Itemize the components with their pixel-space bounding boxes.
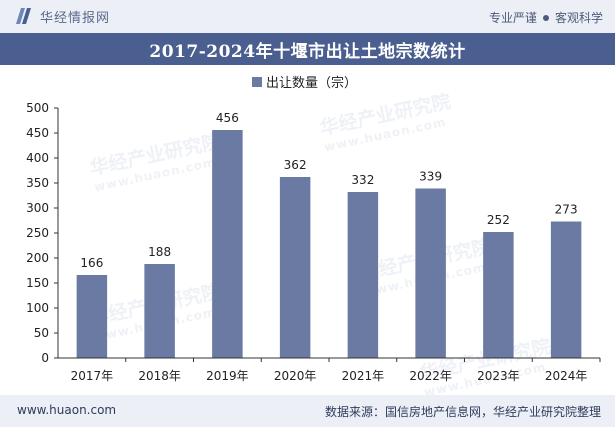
bar-value-label: 456 <box>216 111 239 125</box>
brand-logo-icon <box>16 8 31 24</box>
bar[interactable] <box>144 264 175 358</box>
y-tick-label: 500 <box>26 101 49 115</box>
y-tick-label: 50 <box>34 326 49 340</box>
x-tick-label: 2017年 <box>71 369 114 383</box>
bar[interactable] <box>483 232 514 358</box>
legend-label: 出让数量（宗） <box>266 75 357 91</box>
bar-value-label: 166 <box>80 256 103 270</box>
y-axis: 0 50 100 150 200 250 300 350 400 450 500 <box>26 101 59 365</box>
y-tick-label: 350 <box>26 176 49 190</box>
brand-name: 华经情报网 <box>40 10 111 26</box>
bar-value-label: 188 <box>148 245 171 259</box>
brand-header: 华经情报网 专业严谨 客观科学 <box>0 0 615 33</box>
x-tick-label: 2022年 <box>409 369 452 383</box>
y-tick-label: 450 <box>26 126 49 140</box>
y-tick-label: 100 <box>26 301 49 315</box>
bar-value-label: 273 <box>555 203 578 217</box>
slogan-left: 专业严谨 <box>488 11 537 25</box>
y-tick-label: 200 <box>26 251 49 265</box>
x-tick-label: 2020年 <box>274 369 317 383</box>
legend-swatch <box>252 77 262 87</box>
slogan: 专业严谨 客观科学 <box>489 9 603 26</box>
footer-source: 数据来源：国信房地产信息网，华经产业研究院整理 <box>324 405 601 419</box>
title-band: 2017-2024年十堰市出让土地宗数统计 <box>0 33 615 65</box>
x-tick-label: 2019年 <box>206 369 249 383</box>
bar-value-label: 362 <box>284 158 307 172</box>
footer-website[interactable]: www.huaon.com <box>17 403 117 417</box>
y-tick-label: 300 <box>26 201 49 215</box>
bar-value-label: 252 <box>487 213 510 227</box>
bar[interactable] <box>76 275 108 358</box>
bar[interactable] <box>212 130 243 358</box>
x-tick-label: 2021年 <box>342 369 385 383</box>
bar-chart: 出让数量（宗） 0 50 100 150 200 250 300 350 400 450 500 1… <box>26 75 601 383</box>
x-axis: 2017年 2018年 2019年 2020年 2021年 2022年 2023年 2024年 <box>58 357 601 383</box>
slogan-dot-icon <box>542 14 549 21</box>
bar-value-label: 332 <box>351 173 374 187</box>
bar[interactable] <box>347 192 379 358</box>
chart-title: 2017-2024年十堰市出让土地宗数统计 <box>149 41 466 62</box>
x-tick-label: 2018年 <box>138 369 181 383</box>
brand[interactable]: 华经情报网 <box>14 6 110 26</box>
bar[interactable] <box>279 177 311 358</box>
bars: 166 188 456 362 332 339 252 273 <box>76 111 582 359</box>
bar[interactable] <box>550 221 582 359</box>
y-tick-label: 0 <box>41 351 49 365</box>
slogan-right: 客观科学 <box>554 11 603 25</box>
bar-value-label: 339 <box>419 170 442 184</box>
x-tick-label: 2023年 <box>477 369 520 383</box>
bar[interactable] <box>415 188 446 359</box>
legend: 出让数量（宗） <box>252 75 357 91</box>
x-tick-label: 2024年 <box>545 369 588 383</box>
y-tick-label: 400 <box>26 151 49 165</box>
footer: www.huaon.com 数据来源：国信房地产信息网，华经产业研究院整理 <box>0 395 615 427</box>
y-tick-label: 150 <box>26 276 49 290</box>
y-tick-label: 250 <box>26 226 49 240</box>
